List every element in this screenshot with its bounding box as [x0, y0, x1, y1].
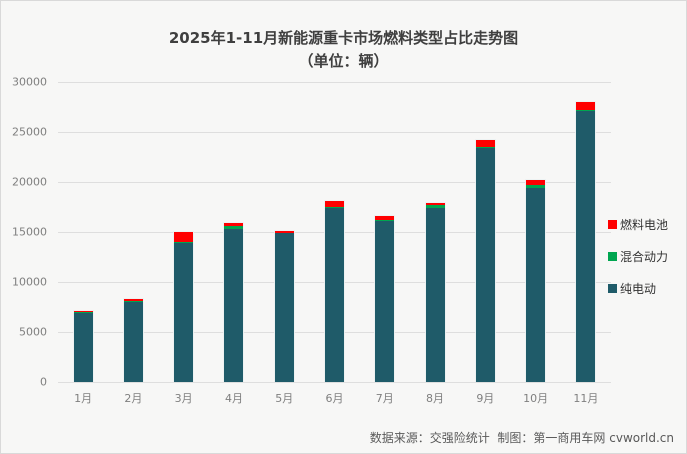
bar-segment-纯电动 [325, 208, 344, 382]
bar-segment-纯电动 [123, 301, 143, 382]
legend-item-纯电动: 纯电动 [608, 280, 686, 297]
legend-swatch-icon [608, 220, 617, 229]
source-credit: 数据来源：交强险统计 制图：第一商用车网 cvworld.cn [369, 431, 674, 445]
y-tick-label: 30000 [12, 75, 47, 89]
gridline [58, 132, 611, 133]
y-tick-label: 5000 [19, 325, 47, 339]
y-tick-label: 25000 [12, 125, 47, 139]
bar-segment-混合动力 [123, 301, 143, 302]
x-tick-label: 3月 [174, 392, 193, 405]
bar-segment-混合动力 [174, 241, 194, 243]
bar-segment-纯电动 [475, 147, 495, 382]
y-tick-label: 0 [40, 375, 47, 389]
gridline [58, 82, 611, 83]
bar-segment-纯电动 [526, 187, 546, 382]
bar-segment-燃料电池 [73, 311, 93, 313]
bar-segment-燃料电池 [475, 139, 495, 147]
bar-segment-燃料电池 [123, 299, 143, 301]
gridline [58, 382, 611, 383]
bar-segment-混合动力 [526, 184, 546, 188]
bar-segment-混合动力 [475, 146, 495, 148]
x-tick-label: 11月 [573, 392, 599, 405]
x-tick-label: 10月 [523, 392, 549, 405]
bar-segment-混合动力 [274, 232, 294, 233]
bar-9月 [474, 138, 496, 382]
bar-segment-纯电动 [73, 312, 93, 382]
bar-segment-燃料电池 [576, 102, 596, 110]
y-axis: 0 5000 10000 15000 20000 25000 30000 [1, 76, 51, 389]
y-tick-label: 15000 [12, 225, 47, 239]
bar-10月 [525, 179, 547, 382]
bar-4月 [223, 222, 245, 382]
x-tick-label: 1月 [74, 392, 93, 405]
legend-label: 燃料电池 [620, 218, 669, 232]
bar-6月 [324, 200, 345, 382]
bar-segment-燃料电池 [425, 203, 445, 205]
bar-segment-纯电动 [174, 242, 194, 382]
legend-item-燃料电池: 燃料电池 [608, 216, 686, 233]
bar-segment-纯电动 [425, 207, 445, 382]
x-tick-label: 4月 [224, 392, 243, 405]
legend-item-混合动力: 混合动力 [608, 248, 686, 265]
legend-label: 混合动力 [620, 250, 669, 264]
bar-segment-纯电动 [224, 228, 244, 382]
x-tick-label: 2月 [124, 392, 143, 405]
bar-segment-燃料电池 [375, 215, 395, 220]
bar-5月 [273, 230, 295, 382]
plot-area [58, 82, 611, 383]
x-tick-label: 9月 [476, 392, 495, 405]
bar-11月 [575, 101, 597, 382]
bar-segment-燃料电池 [274, 231, 294, 233]
chart-title: 2025年1-11月新能源重卡市场燃料类型占比走势图 [168, 29, 519, 47]
bar-segment-混合动力 [224, 226, 244, 229]
legend-swatch-icon [608, 284, 617, 293]
bar-2月 [122, 298, 144, 382]
bar-segment-混合动力 [425, 205, 445, 208]
x-tick-label: 7月 [375, 392, 394, 405]
x-axis: 1月 2月 3月 4月 5月 6月 7月 8月 9月 10月 11月 [58, 390, 611, 406]
bar-segment-燃料电池 [224, 223, 244, 226]
bar-segment-纯电动 [576, 110, 596, 382]
x-tick-label: 5月 [275, 392, 294, 405]
bar-segment-纯电动 [274, 233, 294, 382]
x-tick-label: 6月 [325, 392, 344, 405]
bar-3月 [173, 231, 195, 382]
bar-1月 [72, 310, 94, 382]
bar-segment-燃料电池 [526, 180, 546, 185]
bar-segment-纯电动 [375, 220, 395, 382]
chart-subtitle: （单位：辆） [298, 52, 389, 70]
bar-7月 [374, 214, 396, 382]
bar-segment-混合动力 [576, 109, 596, 111]
bar-segment-混合动力 [375, 219, 395, 221]
x-tick-label: 8月 [426, 392, 445, 405]
legend-label: 纯电动 [620, 282, 657, 296]
bar-8月 [424, 202, 446, 382]
y-tick-label: 20000 [12, 175, 47, 189]
legend: 燃料电池混合动力纯电动 [608, 216, 686, 312]
bar-segment-燃料电池 [174, 232, 194, 242]
chart-title-block: 2025年1-11月新能源重卡市场燃料类型占比走势图 （单位：辆） [1, 27, 686, 73]
y-tick-label: 10000 [12, 275, 47, 289]
bar-segment-燃料电池 [325, 201, 344, 207]
legend-swatch-icon [608, 252, 617, 261]
gridline [58, 182, 611, 183]
bar-segment-混合动力 [325, 206, 344, 208]
